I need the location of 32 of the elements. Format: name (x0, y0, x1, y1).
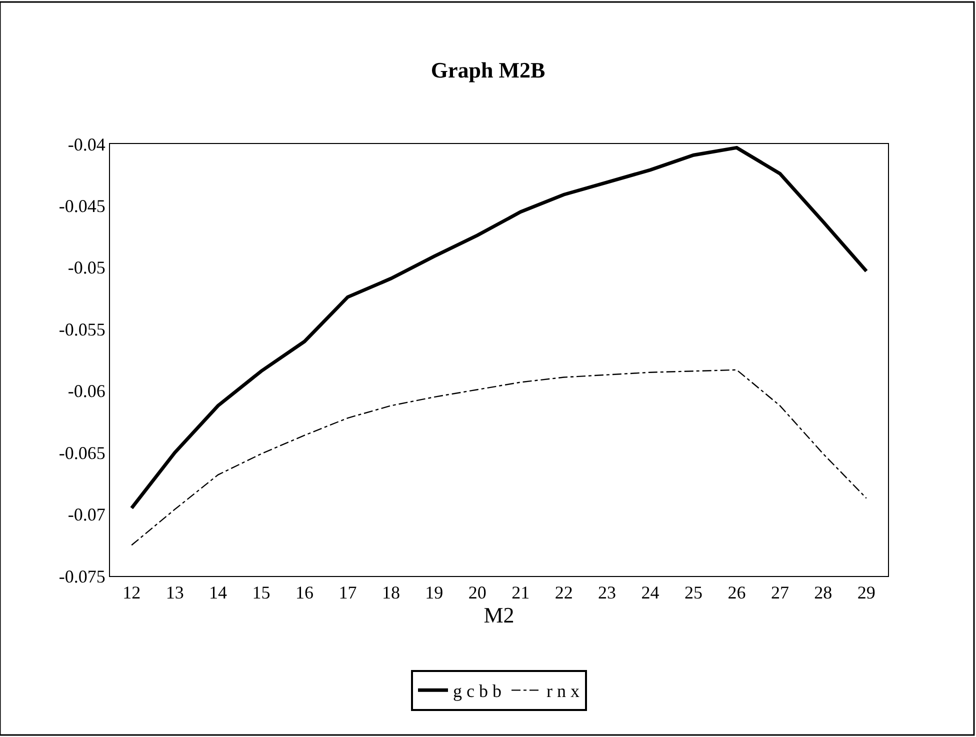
x-tick-label: 14 (209, 582, 228, 603)
x-tick-label: 23 (598, 582, 616, 603)
x-tick-label: 21 (512, 582, 530, 603)
x-tick-label: 27 (770, 582, 789, 603)
y-tick-label: -0.07 (68, 504, 106, 525)
x-tick-label: 29 (857, 582, 876, 603)
line-series (131, 369, 867, 546)
x-axis-title: M2 (484, 602, 514, 628)
y-tick-label: -0.04 (68, 134, 106, 154)
x-tick-label: 26 (728, 582, 746, 603)
x-tick-label: 22 (554, 582, 573, 603)
x-tick-label: 19 (425, 582, 444, 603)
y-tick-label: -0.045 (58, 196, 106, 216)
x-tick-label: 24 (641, 582, 660, 603)
y-tick-label: -0.05 (68, 258, 106, 278)
line-series (130, 146, 868, 510)
legend-label: r n x (546, 681, 580, 702)
y-tick-label: -0.055 (58, 319, 106, 340)
legend-label: g c b b (453, 681, 502, 702)
chart-title: Graph M2B (430, 58, 546, 83)
x-tick-label: 20 (468, 582, 486, 603)
x-tick-label: 17 (338, 582, 357, 603)
x-tick-label: 16 (296, 582, 314, 603)
y-tick-label: -0.075 (58, 566, 106, 586)
x-tick-label: 12 (122, 582, 141, 603)
x-tick-label: 15 (252, 582, 270, 603)
x-tick-label: 25 (684, 582, 702, 603)
y-tick-label: -0.06 (68, 381, 106, 402)
y-tick-label: -0.065 (58, 442, 106, 463)
x-tick-label: 18 (382, 582, 400, 603)
x-tick-label: 28 (814, 582, 832, 603)
x-tick-label: 13 (166, 582, 184, 603)
